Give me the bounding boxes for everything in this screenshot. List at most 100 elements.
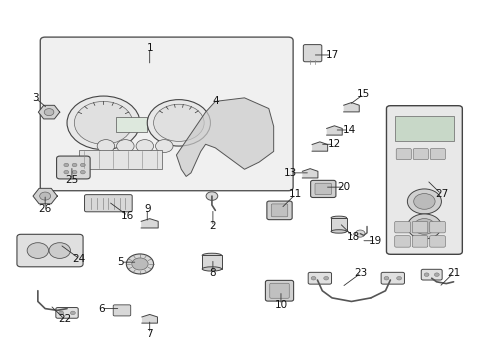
Circle shape — [136, 140, 153, 153]
Text: 13: 13 — [284, 168, 297, 178]
FancyBboxPatch shape — [412, 149, 427, 159]
FancyBboxPatch shape — [429, 236, 445, 247]
Circle shape — [116, 140, 134, 153]
FancyBboxPatch shape — [394, 221, 409, 233]
FancyBboxPatch shape — [394, 236, 409, 247]
FancyBboxPatch shape — [57, 156, 90, 179]
Polygon shape — [142, 314, 157, 323]
Text: 8: 8 — [209, 268, 216, 278]
FancyBboxPatch shape — [420, 269, 441, 280]
Circle shape — [72, 170, 77, 174]
Text: 19: 19 — [368, 236, 382, 246]
Circle shape — [433, 273, 438, 276]
Text: 1: 1 — [146, 43, 153, 53]
Bar — [394, 116, 453, 141]
FancyBboxPatch shape — [40, 37, 292, 191]
Circle shape — [70, 311, 75, 315]
Ellipse shape — [202, 253, 221, 257]
Circle shape — [40, 192, 51, 200]
Text: 20: 20 — [337, 182, 350, 192]
FancyBboxPatch shape — [411, 236, 427, 247]
Text: 6: 6 — [98, 303, 104, 314]
Circle shape — [383, 276, 388, 280]
Circle shape — [407, 214, 441, 239]
Polygon shape — [302, 168, 317, 178]
Circle shape — [396, 276, 401, 280]
Text: 11: 11 — [288, 189, 302, 199]
Polygon shape — [38, 105, 60, 119]
Text: 26: 26 — [39, 203, 52, 213]
FancyBboxPatch shape — [269, 283, 288, 298]
Circle shape — [64, 163, 69, 167]
FancyBboxPatch shape — [56, 307, 78, 318]
Text: 22: 22 — [58, 314, 71, 324]
Bar — [79, 150, 162, 169]
FancyBboxPatch shape — [314, 183, 331, 195]
FancyBboxPatch shape — [429, 149, 445, 159]
FancyBboxPatch shape — [395, 149, 410, 159]
Circle shape — [413, 219, 434, 234]
Text: 3: 3 — [32, 93, 39, 103]
Circle shape — [72, 163, 77, 167]
Circle shape — [355, 230, 365, 237]
Circle shape — [310, 276, 315, 280]
FancyBboxPatch shape — [310, 180, 335, 198]
Text: 18: 18 — [346, 232, 360, 242]
FancyBboxPatch shape — [17, 234, 83, 267]
Circle shape — [155, 140, 173, 153]
Circle shape — [205, 192, 217, 201]
Text: 21: 21 — [446, 268, 459, 278]
Ellipse shape — [330, 230, 346, 233]
Circle shape — [132, 258, 148, 270]
Text: 14: 14 — [342, 125, 355, 135]
Circle shape — [147, 100, 210, 146]
FancyBboxPatch shape — [429, 221, 445, 233]
Text: 2: 2 — [209, 221, 216, 231]
Polygon shape — [311, 142, 327, 151]
FancyBboxPatch shape — [271, 204, 287, 217]
Circle shape — [44, 109, 54, 116]
Circle shape — [49, 243, 70, 258]
Circle shape — [323, 276, 328, 280]
Text: 7: 7 — [146, 329, 153, 339]
FancyBboxPatch shape — [265, 280, 293, 301]
Text: 25: 25 — [65, 175, 79, 185]
FancyBboxPatch shape — [411, 221, 427, 233]
FancyBboxPatch shape — [84, 195, 132, 212]
FancyBboxPatch shape — [307, 273, 331, 284]
Ellipse shape — [330, 216, 346, 220]
Circle shape — [126, 254, 153, 274]
Circle shape — [27, 243, 48, 258]
Circle shape — [74, 102, 132, 144]
Text: 10: 10 — [274, 300, 287, 310]
Text: 17: 17 — [325, 50, 338, 60]
Circle shape — [80, 170, 85, 174]
Polygon shape — [326, 126, 342, 135]
Bar — [330, 218, 346, 231]
Circle shape — [153, 104, 203, 141]
FancyBboxPatch shape — [380, 273, 404, 284]
Circle shape — [423, 273, 428, 276]
Polygon shape — [141, 219, 158, 228]
Circle shape — [407, 189, 441, 214]
Text: 12: 12 — [327, 139, 340, 149]
Polygon shape — [343, 103, 359, 112]
Text: 23: 23 — [354, 268, 367, 278]
Polygon shape — [176, 98, 273, 176]
FancyBboxPatch shape — [113, 305, 130, 316]
Circle shape — [97, 140, 115, 153]
Text: 4: 4 — [212, 96, 218, 107]
Text: 16: 16 — [121, 211, 134, 221]
FancyBboxPatch shape — [303, 45, 321, 62]
Circle shape — [67, 96, 140, 150]
FancyBboxPatch shape — [386, 106, 461, 254]
Text: 27: 27 — [434, 189, 447, 199]
Polygon shape — [33, 188, 57, 204]
Text: 5: 5 — [117, 257, 123, 267]
Circle shape — [59, 311, 63, 315]
FancyBboxPatch shape — [266, 201, 291, 220]
Circle shape — [413, 194, 434, 209]
Text: 15: 15 — [356, 89, 369, 99]
Ellipse shape — [202, 267, 221, 271]
Bar — [116, 117, 147, 132]
